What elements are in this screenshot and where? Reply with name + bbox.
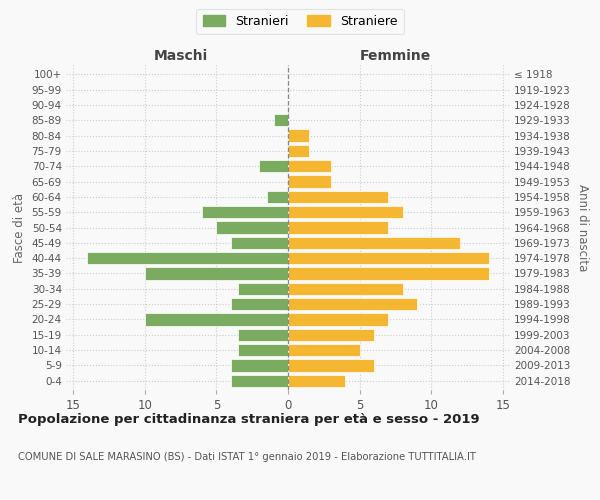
Text: Femmine: Femmine xyxy=(360,50,431,64)
Bar xyxy=(288,374,345,387)
Bar xyxy=(231,374,288,387)
Bar xyxy=(288,298,417,310)
Bar xyxy=(288,160,331,172)
Bar xyxy=(145,314,288,326)
Bar xyxy=(231,360,288,372)
Bar xyxy=(288,252,488,264)
Bar xyxy=(288,314,388,326)
Bar xyxy=(259,160,288,172)
Bar xyxy=(202,206,288,218)
Bar xyxy=(288,328,374,341)
Bar xyxy=(88,252,288,264)
Bar xyxy=(145,268,288,280)
Y-axis label: Anni di nascita: Anni di nascita xyxy=(577,184,589,271)
Bar xyxy=(231,236,288,249)
Legend: Stranieri, Straniere: Stranieri, Straniere xyxy=(196,8,404,34)
Bar xyxy=(288,360,374,372)
Bar xyxy=(238,344,288,356)
Bar xyxy=(217,222,288,234)
Bar xyxy=(288,206,403,218)
Bar xyxy=(288,130,310,141)
Bar xyxy=(288,144,310,157)
Bar xyxy=(238,282,288,295)
Bar xyxy=(288,222,388,234)
Bar xyxy=(288,344,359,356)
Text: Maschi: Maschi xyxy=(154,50,208,64)
Bar xyxy=(288,236,460,249)
Bar xyxy=(288,176,331,188)
Bar xyxy=(266,190,288,203)
Bar xyxy=(288,268,488,280)
Bar xyxy=(288,282,403,295)
Bar xyxy=(231,298,288,310)
Text: Popolazione per cittadinanza straniera per età e sesso - 2019: Popolazione per cittadinanza straniera p… xyxy=(18,412,479,426)
Bar xyxy=(288,190,388,203)
Bar xyxy=(274,114,288,126)
Text: COMUNE DI SALE MARASINO (BS) - Dati ISTAT 1° gennaio 2019 - Elaborazione TUTTITA: COMUNE DI SALE MARASINO (BS) - Dati ISTA… xyxy=(18,452,476,462)
Y-axis label: Fasce di età: Fasce di età xyxy=(13,192,26,262)
Bar xyxy=(238,328,288,341)
